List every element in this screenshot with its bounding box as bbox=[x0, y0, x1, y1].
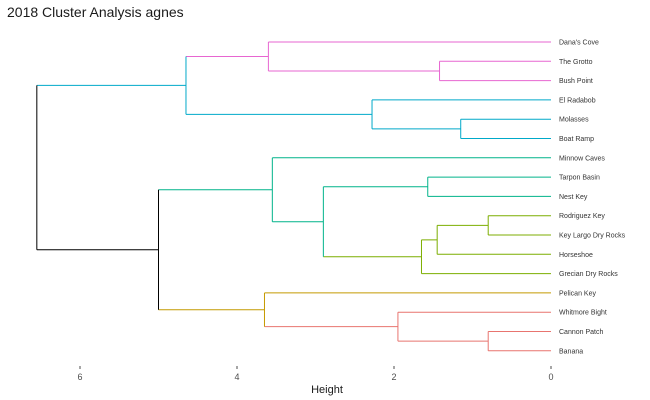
leaf-label: The Grotto bbox=[559, 59, 593, 66]
x-tick-label: 2 bbox=[391, 372, 396, 382]
leaf-label: Boat Ramp bbox=[559, 136, 594, 143]
leaf-label: Molasses bbox=[559, 117, 589, 124]
leaf-label: Dana's Cove bbox=[559, 40, 599, 47]
leaf-label: Rodriguez Key bbox=[559, 213, 605, 220]
x-axis: 6 4 2 0 bbox=[77, 366, 554, 382]
leaf-label: Tarpon Basin bbox=[559, 175, 600, 182]
x-tick-label: 0 bbox=[548, 372, 553, 382]
x-axis-title: Height bbox=[311, 384, 343, 396]
leaf-label: Banana bbox=[559, 348, 583, 355]
leaf-label: Whitmore Bight bbox=[559, 310, 607, 317]
chart-title: 2018 Cluster Analysis agnes bbox=[7, 4, 184, 20]
leaf-label: Nest Key bbox=[559, 194, 588, 201]
leaf-label: Bush Point bbox=[559, 78, 593, 85]
dendrogram-links bbox=[36, 41, 551, 352]
leaf-label: Key Largo Dry Rocks bbox=[559, 233, 626, 240]
leaf-labels: Dana's Cove The Grotto Bush Point El Radabo… bbox=[559, 40, 626, 356]
leaf-label: Cannon Patch bbox=[559, 329, 603, 336]
leaf-label: Grecian Dry Rocks bbox=[559, 271, 618, 278]
x-tick-label: 6 bbox=[77, 372, 82, 382]
leaf-label: Minnow Caves bbox=[559, 155, 605, 162]
leaf-label: Horseshoe bbox=[559, 252, 593, 259]
x-tick-label: 4 bbox=[234, 372, 239, 382]
leaf-label: Pelican Key bbox=[559, 290, 596, 297]
leaf-label: El Radabob bbox=[559, 97, 596, 104]
